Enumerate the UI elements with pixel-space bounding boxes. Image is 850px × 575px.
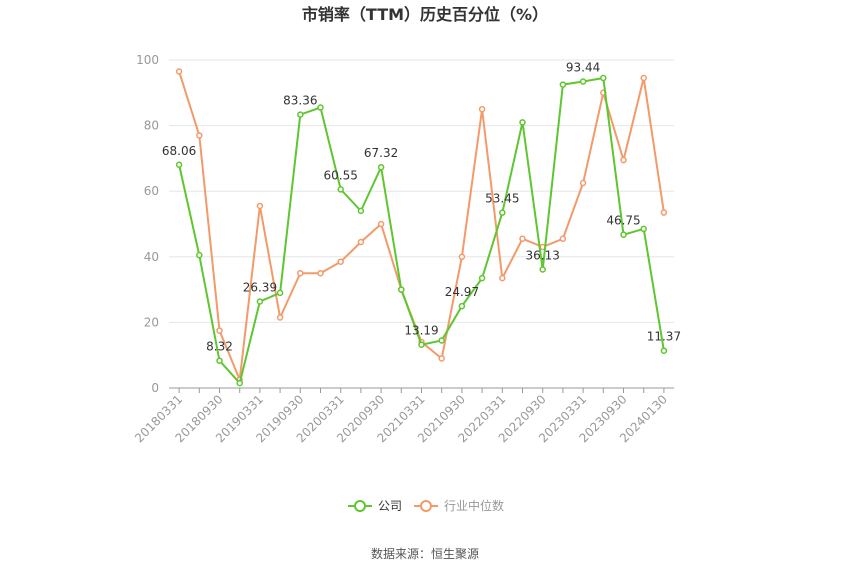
legend-label: 公司 [378, 499, 402, 513]
y-tick-label: 40 [144, 250, 159, 264]
data-point [196, 132, 203, 139]
data-label: 67.32 [364, 146, 398, 160]
data-label: 8.32 [206, 340, 233, 354]
data-point [478, 274, 486, 282]
data-point [317, 104, 324, 111]
data-point [276, 314, 284, 321]
data-point [478, 105, 486, 113]
legend-label: 行业中位数 [444, 498, 504, 513]
data-point [620, 156, 627, 164]
data-label: 83.36 [283, 94, 317, 108]
data-point [175, 68, 183, 75]
data-point [458, 253, 466, 261]
y-tick-label: 20 [144, 315, 159, 329]
data-point [337, 186, 344, 193]
data-point [600, 74, 607, 82]
data-point [377, 163, 385, 171]
data-point [398, 286, 405, 293]
data-point [660, 209, 668, 216]
data-point [519, 235, 526, 243]
data-label: 53.45 [485, 192, 519, 206]
data-point [539, 266, 546, 273]
data-point [297, 111, 304, 118]
data-point [620, 231, 627, 238]
data-point [256, 202, 264, 210]
source-note: 数据来源：恒生聚源 [371, 546, 479, 561]
legend-marker [420, 500, 432, 512]
data-point [559, 235, 567, 243]
legend-marker [354, 500, 366, 512]
y-tick-label: 0 [151, 381, 159, 395]
y-tick-label: 60 [144, 184, 159, 198]
data-point [458, 302, 466, 310]
data-point [660, 347, 668, 354]
data-label: 13.19 [404, 324, 438, 338]
data-point [559, 81, 567, 88]
y-tick-label: 100 [136, 53, 159, 67]
data-point [438, 337, 445, 344]
data-point [640, 225, 647, 233]
data-label: 46.75 [606, 214, 640, 228]
data-point [276, 289, 284, 297]
data-point [337, 258, 344, 265]
chart-title: 市销率（TTM）历史百分位（%） [302, 5, 548, 24]
data-point [357, 238, 365, 246]
data-label: 24.97 [445, 285, 479, 299]
data-point [196, 251, 203, 259]
data-point [438, 355, 445, 362]
data-label: 60.55 [324, 168, 358, 182]
data-point [579, 179, 587, 187]
data-point [216, 327, 223, 334]
data-point [216, 357, 223, 364]
data-point [499, 209, 506, 216]
data-label: 68.06 [162, 144, 196, 158]
data-point [256, 298, 264, 305]
data-point [357, 207, 365, 215]
y-tick-label: 80 [144, 119, 159, 133]
data-label: 26.39 [243, 280, 277, 294]
data-point [640, 74, 647, 82]
data-point [579, 78, 587, 85]
data-point [317, 269, 324, 277]
data-point [377, 220, 385, 228]
data-label: 11.37 [647, 330, 681, 344]
data-label: 36.13 [526, 248, 560, 262]
data-point [297, 269, 304, 277]
data-label: 93.44 [566, 61, 600, 75]
data-point [175, 161, 183, 169]
data-point [418, 341, 425, 348]
data-point [519, 119, 526, 126]
data-point [499, 274, 506, 282]
data-point [236, 379, 243, 387]
